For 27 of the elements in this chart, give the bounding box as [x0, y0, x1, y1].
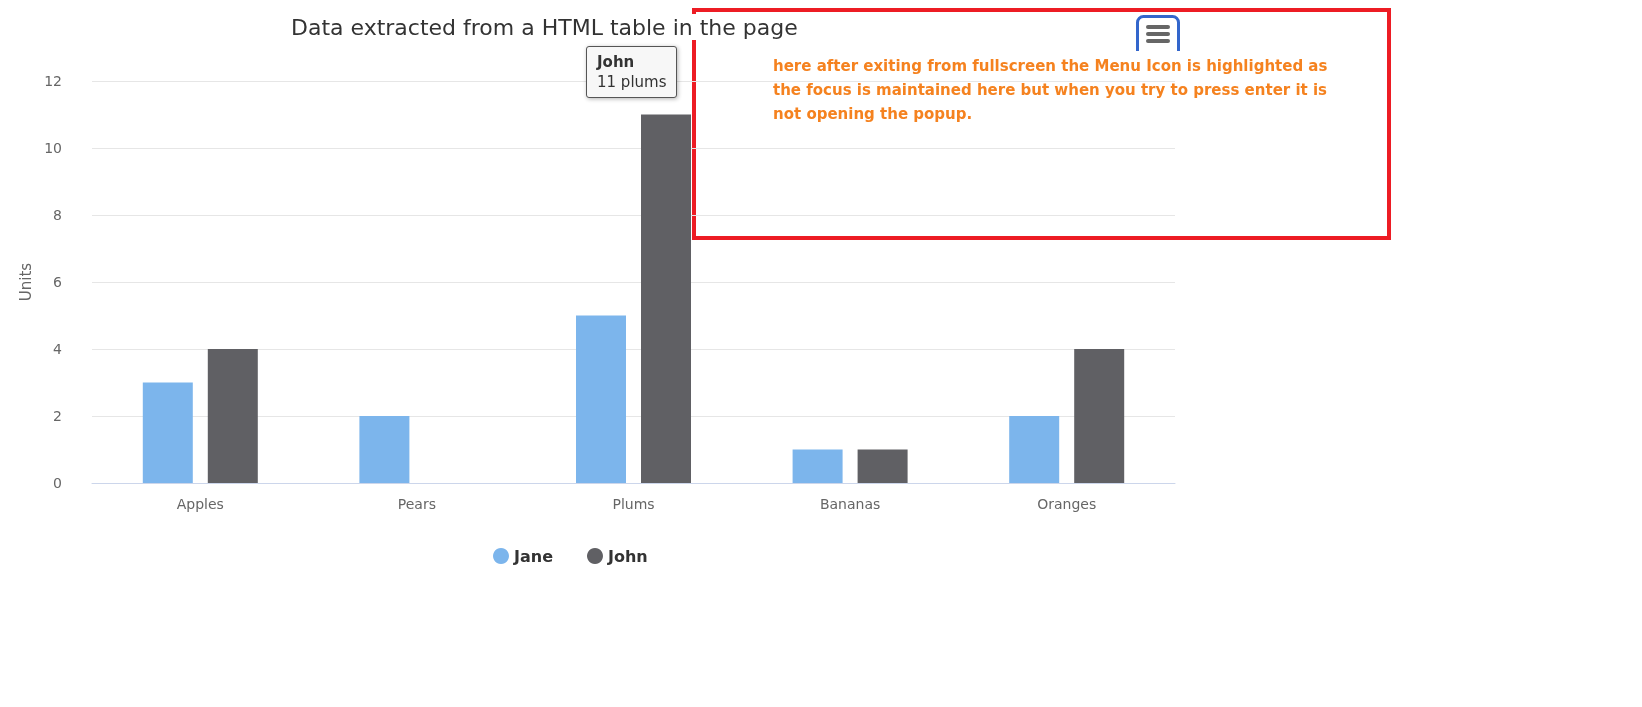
x-tick-label: Pears [397, 496, 436, 512]
legend-label: Jane [513, 546, 554, 566]
bar [857, 449, 908, 483]
bar [1074, 349, 1125, 483]
x-tick-label: Apples [176, 496, 224, 512]
bar [207, 349, 258, 483]
x-tick-label: Oranges [1037, 496, 1097, 512]
y-tick-label: 4 [53, 341, 63, 357]
annotation: John 11 plums [597, 52, 667, 92]
x-tick-label: Plums [612, 496, 655, 512]
legend-label: John [606, 546, 648, 566]
annotation: here after exiting from fullscreen the Menu Icon is highlighted as the focus is maintained here but when you try to press enter it is not opening the popup. [773, 56, 1329, 125]
bar [1009, 416, 1060, 483]
y-tick-label: 6 [53, 274, 63, 290]
y-tick-label: 12 [44, 73, 62, 89]
y-tick-label: 10 [44, 140, 62, 156]
x-tick-label: Bananas [819, 496, 881, 512]
y-axis-title: Units [16, 262, 35, 302]
bar [641, 114, 691, 483]
chart-title: Data extracted from a HTML table in the page [291, 14, 798, 40]
y-tick-label: 2 [53, 408, 62, 424]
bar [142, 382, 193, 483]
y-tick-label: 0 [53, 475, 62, 491]
bar [792, 449, 843, 483]
bar [359, 416, 410, 483]
y-tick-label: 8 [53, 207, 62, 223]
bar [576, 315, 626, 483]
